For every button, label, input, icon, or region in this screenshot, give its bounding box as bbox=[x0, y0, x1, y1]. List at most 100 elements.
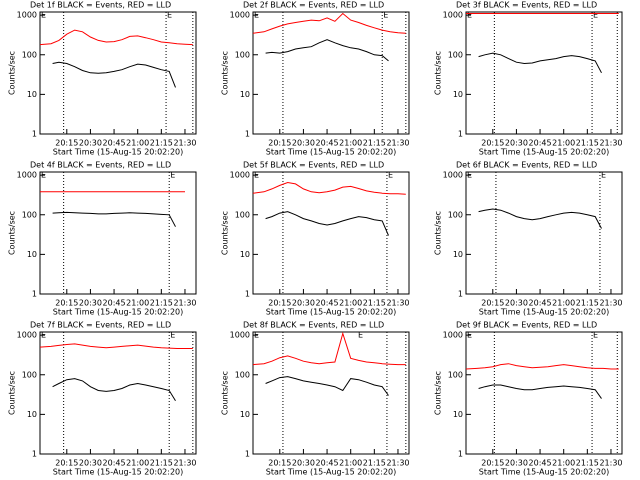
plot-frame bbox=[465, 331, 623, 455]
x-tick-label: 20:15 bbox=[268, 299, 291, 308]
x-axis-label: Start Time (15-Aug-15 20:02:20) bbox=[53, 148, 184, 157]
y-tick-label: 100 bbox=[22, 50, 37, 59]
y-tick-label: 1 bbox=[245, 290, 250, 299]
y-axis-label: Counts/sec bbox=[221, 211, 230, 255]
panel-title: Det 9f BLACK = Events, RED = LLD bbox=[456, 321, 597, 330]
x-tick-label: 20:45 bbox=[316, 459, 339, 468]
y-tick-label: 1 bbox=[245, 130, 250, 139]
x-tick-label: 21:15 bbox=[576, 299, 599, 308]
x-tick-label: 21:15 bbox=[150, 459, 173, 468]
event-marker: E bbox=[170, 331, 175, 340]
series-line bbox=[252, 181, 406, 195]
event-marker: E bbox=[383, 11, 388, 20]
plot-frame bbox=[465, 171, 623, 295]
event-marker: E bbox=[388, 171, 393, 180]
plot-frame bbox=[252, 331, 410, 455]
event-marker: E bbox=[358, 331, 363, 340]
x-tick-label: 21:00 bbox=[552, 459, 575, 468]
y-tick-label: 10 bbox=[453, 410, 463, 419]
y-tick-label: 100 bbox=[22, 370, 37, 379]
x-tick-label: 21:15 bbox=[363, 459, 386, 468]
plot-frame bbox=[252, 171, 410, 295]
y-tick-label: 1000 bbox=[230, 171, 250, 180]
x-axis-label: Start Time (15-Aug-15 20:02:20) bbox=[479, 148, 610, 157]
event-marker: E bbox=[254, 331, 259, 340]
event-marker: E bbox=[254, 11, 259, 20]
y-tick-label: 100 bbox=[235, 370, 250, 379]
y-tick-label: 1000 bbox=[230, 11, 250, 20]
plot-frame bbox=[39, 331, 197, 455]
x-tick-label: 21:15 bbox=[363, 139, 386, 148]
event-marker: E bbox=[41, 11, 46, 20]
event-marker: E bbox=[467, 171, 472, 180]
y-axis-label: Counts/sec bbox=[221, 371, 230, 415]
x-tick-label: 21:00 bbox=[339, 299, 362, 308]
y-tick-label: 10 bbox=[27, 90, 37, 99]
panel-title: Det 8f BLACK = Events, RED = LLD bbox=[243, 321, 384, 330]
series-line bbox=[478, 384, 602, 399]
x-axis-label: Start Time (15-Aug-15 20:02:20) bbox=[53, 468, 184, 477]
y-tick-label: 100 bbox=[22, 210, 37, 219]
x-tick-label: 20:15 bbox=[55, 139, 78, 148]
x-tick-label: 21:15 bbox=[576, 139, 599, 148]
x-tick-label: 21:00 bbox=[339, 139, 362, 148]
y-tick-label: 1 bbox=[32, 290, 37, 299]
x-tick-label: 21:30 bbox=[599, 139, 622, 148]
y-tick-label: 1000 bbox=[17, 11, 37, 20]
event-marker: E bbox=[601, 171, 606, 180]
series-line bbox=[252, 12, 406, 34]
series-line bbox=[39, 29, 193, 46]
x-tick-label: 20:45 bbox=[529, 139, 552, 148]
y-tick-label: 1000 bbox=[17, 331, 37, 340]
y-tick-label: 100 bbox=[448, 50, 463, 59]
series-line bbox=[265, 376, 389, 396]
panel-title: Det 4f BLACK = Events, RED = LLD bbox=[30, 161, 171, 170]
y-tick-label: 10 bbox=[27, 250, 37, 259]
event-marker: E bbox=[593, 331, 598, 340]
x-tick-label: 21:15 bbox=[576, 459, 599, 468]
event-marker: E bbox=[467, 11, 472, 20]
x-tick-label: 21:00 bbox=[552, 299, 575, 308]
series-line bbox=[265, 211, 389, 236]
y-axis-label: Counts/sec bbox=[434, 371, 443, 415]
x-tick-label: 20:15 bbox=[268, 459, 291, 468]
y-tick-label: 100 bbox=[448, 370, 463, 379]
y-tick-label: 10 bbox=[240, 250, 250, 259]
event-marker: E bbox=[167, 11, 172, 20]
x-tick-label: 20:30 bbox=[505, 299, 528, 308]
x-tick-label: 21:00 bbox=[339, 459, 362, 468]
x-tick-label: 21:00 bbox=[126, 299, 149, 308]
y-tick-label: 10 bbox=[240, 410, 250, 419]
y-axis-label: Counts/sec bbox=[8, 371, 17, 415]
series-line bbox=[465, 363, 619, 370]
y-tick-label: 10 bbox=[453, 90, 463, 99]
y-axis-label: Counts/sec bbox=[434, 51, 443, 95]
y-tick-label: 10 bbox=[27, 410, 37, 419]
x-tick-label: 21:30 bbox=[386, 299, 409, 308]
y-axis-label: Counts/sec bbox=[8, 211, 17, 255]
series-line bbox=[39, 343, 193, 349]
x-axis-label: Start Time (15-Aug-15 20:02:20) bbox=[266, 468, 397, 477]
x-tick-label: 21:30 bbox=[386, 459, 409, 468]
x-axis-label: Start Time (15-Aug-15 20:02:20) bbox=[53, 308, 184, 317]
event-marker: E bbox=[467, 331, 472, 340]
x-tick-label: 21:30 bbox=[599, 299, 622, 308]
x-tick-label: 21:15 bbox=[150, 139, 173, 148]
plot-frame bbox=[39, 171, 197, 295]
x-tick-label: 21:00 bbox=[126, 139, 149, 148]
x-axis-label: Start Time (15-Aug-15 20:02:20) bbox=[266, 308, 397, 317]
event-marker: E bbox=[593, 11, 598, 20]
y-axis-label: Counts/sec bbox=[434, 211, 443, 255]
y-tick-label: 1000 bbox=[17, 171, 37, 180]
x-tick-label: 20:30 bbox=[505, 139, 528, 148]
series-line bbox=[265, 39, 389, 62]
x-tick-label: 20:45 bbox=[529, 299, 552, 308]
panel-title: Det 1f BLACK = Events, RED = LLD bbox=[30, 1, 171, 10]
y-tick-label: 1 bbox=[458, 450, 463, 459]
x-tick-label: 21:30 bbox=[599, 459, 622, 468]
x-tick-label: 21:00 bbox=[552, 139, 575, 148]
x-tick-label: 20:45 bbox=[103, 139, 126, 148]
plot-frame bbox=[252, 11, 410, 135]
x-tick-label: 20:15 bbox=[55, 459, 78, 468]
